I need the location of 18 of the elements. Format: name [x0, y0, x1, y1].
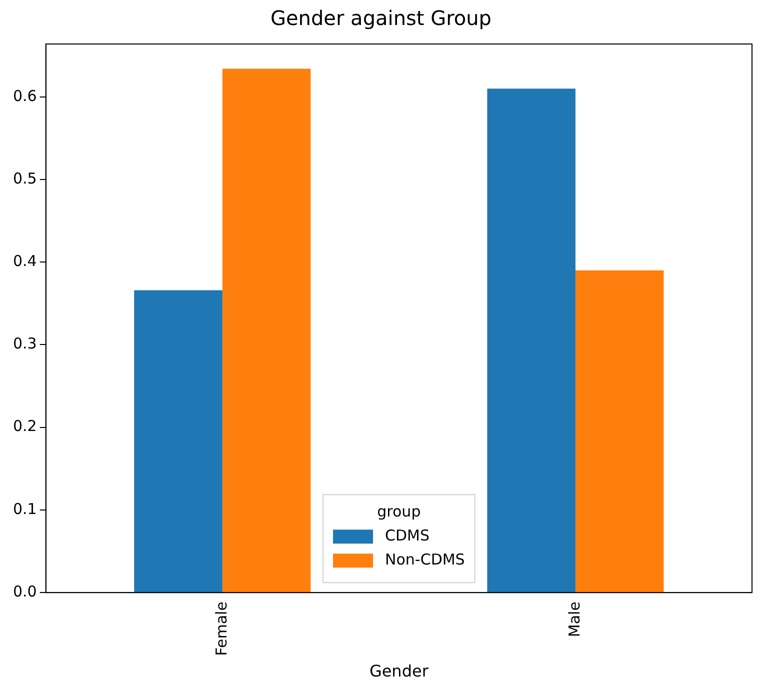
x-tick-label: Female	[212, 602, 230, 656]
y-tick-label: 0.6	[12, 86, 37, 105]
y-tick-label: 0.2	[12, 417, 37, 436]
y-tick-label: 0.3	[12, 334, 37, 353]
x-axis-title: Gender	[369, 662, 429, 681]
bar	[222, 68, 311, 592]
legend-label: Non-CDMS	[385, 550, 465, 568]
y-tick-label: 0.1	[12, 500, 37, 518]
bar	[487, 88, 576, 592]
y-tick-label: 0.5	[12, 169, 37, 188]
y-tick-label: 0.0	[12, 582, 37, 600]
x-tick-label: Male	[565, 602, 584, 638]
bar	[575, 270, 664, 592]
legend-title: group	[377, 502, 421, 520]
bar	[134, 290, 222, 592]
y-tick-label: 0.4	[12, 252, 37, 270]
chart-title: Gender against Group	[270, 6, 492, 30]
legend-label: CDMS	[385, 526, 430, 544]
